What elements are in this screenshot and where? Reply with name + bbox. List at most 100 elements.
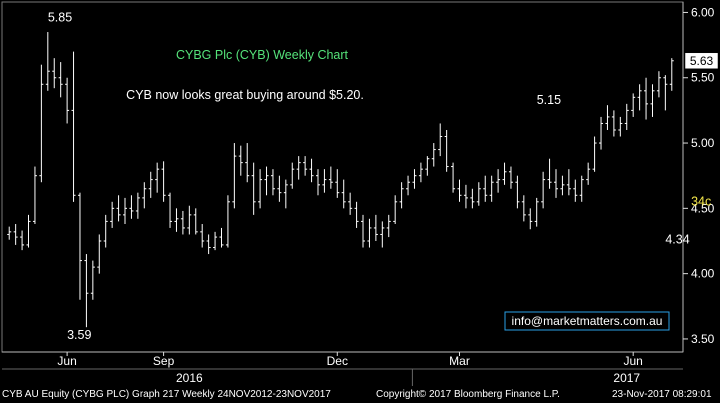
ohlc-bar (296, 156, 301, 180)
ohlc-bar (180, 210, 185, 235)
ohlc-bar (521, 195, 526, 222)
ohlc-bar (264, 166, 269, 196)
ohlc-bar (547, 158, 552, 189)
ohlc-bar (97, 234, 102, 274)
ohlc-bar (624, 103, 629, 130)
ohlc-bar (200, 224, 205, 248)
ohlc-chart: 6.00 5.50 5.00 4.50 4.00 3.50 5.63 Jun Sep Dec Ma… (1, 1, 719, 386)
x-tick-label: Mar (449, 354, 470, 368)
ohlc-bar (457, 179, 462, 202)
ohlc-bar (463, 184, 468, 209)
ohlc-bar (663, 75, 668, 111)
ohlc-bar (418, 162, 423, 183)
ohlc-bar (142, 182, 147, 209)
ohlc-bar (26, 214, 31, 248)
watermark-box (504, 311, 670, 331)
x-tick-label: Jun (57, 354, 76, 368)
x-tick-label: Dec (327, 354, 348, 368)
ohlc-bar (32, 166, 37, 225)
y-tick-label: 4.50 (691, 201, 715, 215)
ohlc-bar (129, 195, 134, 219)
x-tick-label: Sep (153, 354, 175, 368)
year-label: 2016 (176, 371, 203, 385)
ohlc-bar (406, 175, 411, 196)
watermark-text: info@marketmatters.com.au (512, 314, 663, 328)
ohlc-bar (13, 224, 18, 245)
ohlc-bar (412, 169, 417, 189)
ohlc-bar (470, 188, 475, 209)
ohlc-bar (534, 197, 539, 227)
ohlc-bar (251, 162, 256, 215)
ohlc-bar (496, 169, 501, 193)
y-tick-label: 5.50 (691, 71, 715, 85)
ohlc-bar (155, 162, 160, 193)
ohlc-bar (367, 218, 372, 248)
price-annotation: 5.15 (537, 93, 561, 107)
ohlc-bar (354, 201, 359, 228)
ohlc-bar (348, 192, 353, 215)
ohlc-bar (238, 145, 243, 176)
ohlc-bar (502, 162, 507, 185)
ohlc-bar (283, 179, 288, 209)
x-tick-label: Jun (624, 354, 643, 368)
ohlc-bar (213, 231, 218, 251)
ohlc-bar (438, 123, 443, 157)
ohlc-bar (335, 169, 340, 198)
ohlc-bar (328, 166, 333, 189)
ohlc-bar (110, 201, 115, 228)
ohlc-bar (425, 156, 430, 176)
plot-area (1, 1, 684, 353)
ohlc-bar (52, 58, 57, 89)
ohlc-bar (315, 169, 320, 196)
ohlc-bar (599, 116, 604, 150)
price-annotation: 5.85 (48, 11, 72, 25)
ohlc-bar (605, 105, 610, 130)
ohlc-bar (45, 32, 50, 91)
ohlc-bar (39, 64, 44, 183)
ohlc-bar (541, 171, 546, 209)
ohlc-bar (174, 208, 179, 232)
ohlc-bar (225, 195, 230, 248)
ohlc-bar (322, 169, 327, 193)
ohlc-bar (528, 208, 533, 230)
ohlc-bar (586, 162, 591, 185)
ohlc-bar (566, 169, 571, 196)
ohlc-bar (431, 143, 436, 167)
ohlc-bar (650, 84, 655, 117)
price-annotation: 4.34 (665, 233, 689, 247)
y-tick-label: 5.00 (691, 136, 715, 150)
annotations: 5.853.595.154.345.295.6534c33c (48, 11, 711, 342)
ohlc-bar (258, 169, 263, 209)
ohlc-bar (560, 175, 565, 196)
ohlc-bar (489, 175, 494, 202)
ohlc-bar (618, 116, 623, 137)
ohlc-bar (476, 182, 481, 206)
ohlc-bar (341, 179, 346, 209)
ohlc-bar (373, 214, 378, 241)
ohlc-bar (309, 158, 314, 183)
ohlc-bar (103, 214, 108, 248)
ohlc-bar (399, 182, 404, 209)
last-price-box (684, 52, 719, 70)
ohlc-bar (219, 227, 224, 248)
ohlc-bar (631, 93, 636, 117)
ohlc-bar (135, 192, 140, 219)
ohlc-bar (553, 169, 558, 198)
ohlc-bar (206, 234, 211, 255)
y-tick-label: 4.00 (691, 267, 715, 281)
ohlc-bar (444, 129, 449, 172)
ohlc-bar (290, 162, 295, 189)
ohlc-bar (644, 77, 649, 120)
ohlc-bar (656, 71, 661, 98)
ohlc-bar (393, 195, 398, 225)
ohlc-bar (7, 226, 12, 240)
ohlc-bar (148, 171, 153, 198)
ohlc-bar (669, 58, 674, 91)
y-tick-label: 6.00 (691, 5, 715, 19)
ohlc-bar (483, 175, 488, 202)
ohlc-bar (611, 110, 616, 137)
year-label: 2017 (613, 371, 640, 385)
ohlc-bar (168, 192, 173, 228)
ohlc-bar (277, 175, 282, 202)
footer-center: Copyright© 2017 Bloomberg Finance L.P. (376, 389, 560, 400)
